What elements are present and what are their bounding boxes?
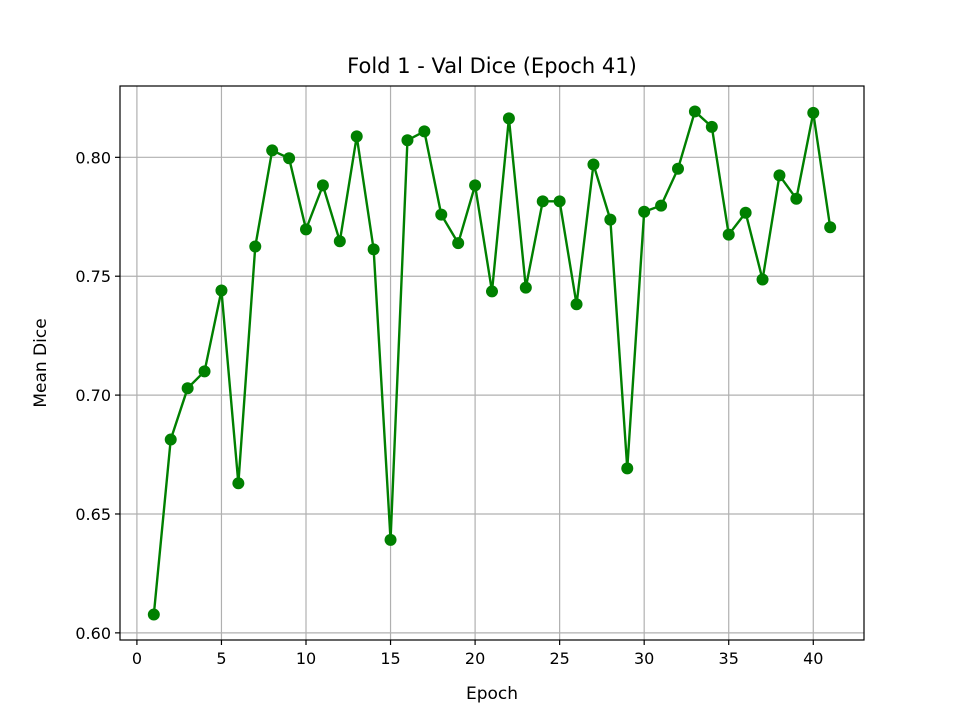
x-tick-label: 40 [803, 649, 823, 668]
data-point [198, 365, 211, 378]
data-point [739, 206, 752, 219]
data-point [215, 284, 228, 297]
data-point [604, 213, 617, 226]
data-point [469, 179, 482, 192]
data-point [266, 144, 279, 157]
chart-title: Fold 1 - Val Dice (Epoch 41) [347, 54, 637, 78]
data-point [519, 281, 532, 294]
data-point [333, 235, 346, 248]
data-point [722, 228, 735, 241]
x-tick-label: 20 [465, 649, 485, 668]
data-points [147, 105, 837, 621]
data-point [181, 382, 194, 395]
data-point [638, 205, 651, 218]
y-tick-label: 0.75 [75, 267, 111, 286]
data-point [773, 169, 786, 182]
data-point [486, 285, 498, 298]
data-point [536, 195, 549, 208]
y-tick-label: 0.65 [75, 505, 111, 524]
axis-ticks: 0 5 10 15 20 25 30 35 40 0.60 0.65 0.70 0.75 0.80 [75, 148, 823, 668]
data-point [824, 221, 837, 234]
data-point [367, 243, 380, 256]
y-tick-label: 0.60 [75, 624, 111, 643]
y-tick-label: 0.70 [75, 386, 111, 405]
x-tick-label: 25 [549, 649, 569, 668]
data-point [705, 120, 718, 133]
data-point [418, 125, 431, 138]
data-point [807, 106, 820, 119]
data-point [621, 462, 634, 475]
x-tick-label: 35 [719, 649, 739, 668]
x-axis-label: Epoch [466, 684, 518, 704]
data-point [232, 477, 245, 490]
data-point [283, 152, 296, 165]
y-axis-label: Mean Dice [31, 318, 51, 407]
data-point [452, 237, 465, 250]
x-tick-label: 0 [132, 649, 142, 668]
data-point [655, 199, 668, 212]
data-point [570, 298, 583, 311]
y-tick-label: 0.80 [75, 148, 111, 167]
data-point [147, 608, 160, 621]
data-point [300, 223, 312, 236]
data-point [401, 134, 414, 147]
data-point [384, 533, 397, 546]
data-point [435, 208, 448, 221]
data-point [790, 192, 803, 205]
grid [120, 86, 864, 640]
x-tick-label: 30 [634, 649, 654, 668]
data-point [350, 130, 363, 143]
data-point [249, 240, 262, 253]
data-point [688, 105, 701, 118]
data-point [164, 433, 177, 446]
x-tick-label: 15 [380, 649, 400, 668]
x-tick-label: 10 [296, 649, 316, 668]
plot-area [119, 85, 865, 641]
data-point [553, 195, 566, 208]
x-tick-label: 5 [216, 649, 226, 668]
data-point [316, 179, 329, 192]
data-point [672, 162, 684, 175]
data-point [756, 273, 769, 286]
data-point [502, 112, 515, 125]
data-point [587, 158, 600, 171]
